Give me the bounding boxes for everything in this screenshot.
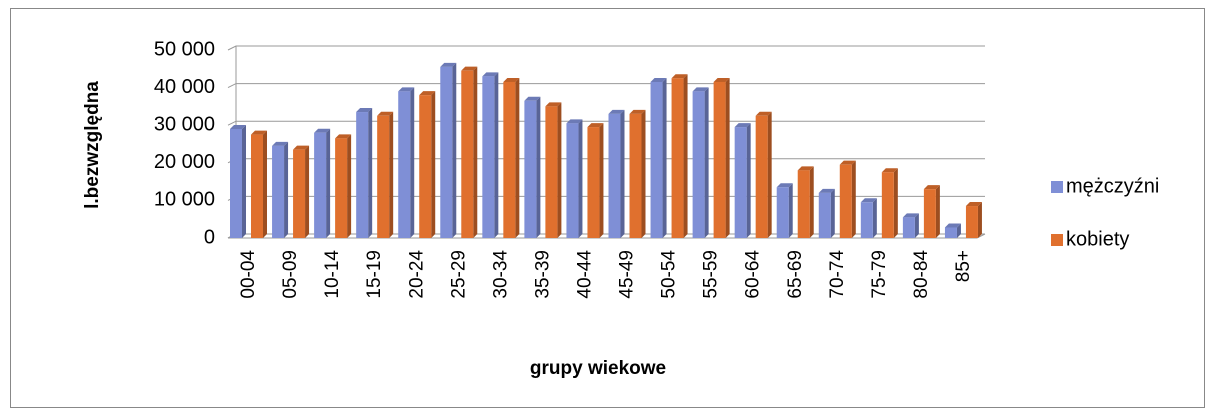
bar — [314, 128, 331, 238]
bar — [230, 124, 246, 238]
y-tick-label: 40 000 — [154, 76, 215, 98]
bar — [671, 74, 688, 238]
bar — [965, 202, 982, 238]
bar — [293, 145, 310, 238]
legend-swatch — [1051, 234, 1063, 246]
bar — [482, 72, 499, 238]
x-tick-label: 00-04 — [238, 250, 259, 299]
bar — [734, 123, 751, 238]
x-tick-label: 45-49 — [617, 250, 638, 299]
bar — [377, 111, 394, 238]
bar — [251, 130, 267, 238]
bar — [755, 111, 772, 238]
bar — [713, 77, 730, 239]
bar — [608, 109, 625, 238]
bar — [797, 166, 814, 238]
legend-label: kobiety — [1066, 228, 1129, 250]
bar — [692, 87, 709, 238]
bar — [818, 188, 835, 238]
x-tick-label: 55-59 — [701, 250, 722, 299]
x-tick-label: 15-19 — [364, 250, 385, 299]
grid-line — [227, 83, 985, 89]
x-tick-label: 80-84 — [911, 250, 932, 299]
bar — [944, 223, 961, 238]
bar — [440, 62, 457, 238]
y-tick-label: 30 000 — [154, 113, 215, 135]
x-tick-label: 25-29 — [448, 250, 469, 299]
x-tick-label: 20-24 — [406, 250, 427, 299]
x-tick-label: 05-09 — [280, 250, 301, 299]
chart-frame — [10, 8, 1205, 408]
bar — [398, 87, 415, 238]
bar — [881, 168, 898, 238]
x-tick-label: 75-79 — [869, 250, 890, 299]
y-tick-label: 20 000 — [154, 151, 215, 173]
bar — [650, 77, 667, 239]
bar — [272, 141, 289, 238]
bar — [545, 102, 562, 239]
y-tick-label: 10 000 — [154, 189, 215, 211]
bar — [839, 160, 856, 238]
x-tick-label: 50-54 — [659, 250, 680, 299]
grid-line — [227, 45, 985, 51]
bar — [566, 119, 583, 238]
x-tick-label: 70-74 — [827, 250, 848, 299]
y-tick-label: 50 000 — [154, 38, 215, 60]
bar — [902, 213, 919, 238]
bar — [356, 108, 373, 238]
bar — [524, 96, 541, 238]
x-axis-title: grupy wiekowe — [530, 358, 666, 379]
bar — [419, 91, 436, 239]
x-tick-label: 30-34 — [490, 250, 511, 299]
bar — [461, 66, 478, 239]
x-tick-label: 60-64 — [743, 250, 764, 299]
bar — [776, 183, 793, 238]
bar — [923, 185, 940, 238]
legend-label: mężczyźni — [1066, 175, 1159, 197]
bar — [629, 109, 646, 238]
x-tick-label: 10-14 — [322, 250, 343, 299]
x-tick-label: 35-39 — [532, 250, 553, 299]
bar — [335, 134, 352, 238]
bar — [860, 198, 877, 238]
y-tick-label: 0 — [204, 226, 215, 248]
bar — [587, 123, 604, 238]
bar — [503, 77, 520, 239]
grid-line — [227, 120, 985, 126]
x-tick-label: 40-44 — [574, 250, 595, 299]
x-tick-label: 65-69 — [785, 250, 806, 299]
legend-swatch — [1051, 181, 1063, 193]
y-axis-title: l.bezwzględna — [82, 81, 103, 209]
x-tick-label: 85+ — [953, 250, 974, 282]
